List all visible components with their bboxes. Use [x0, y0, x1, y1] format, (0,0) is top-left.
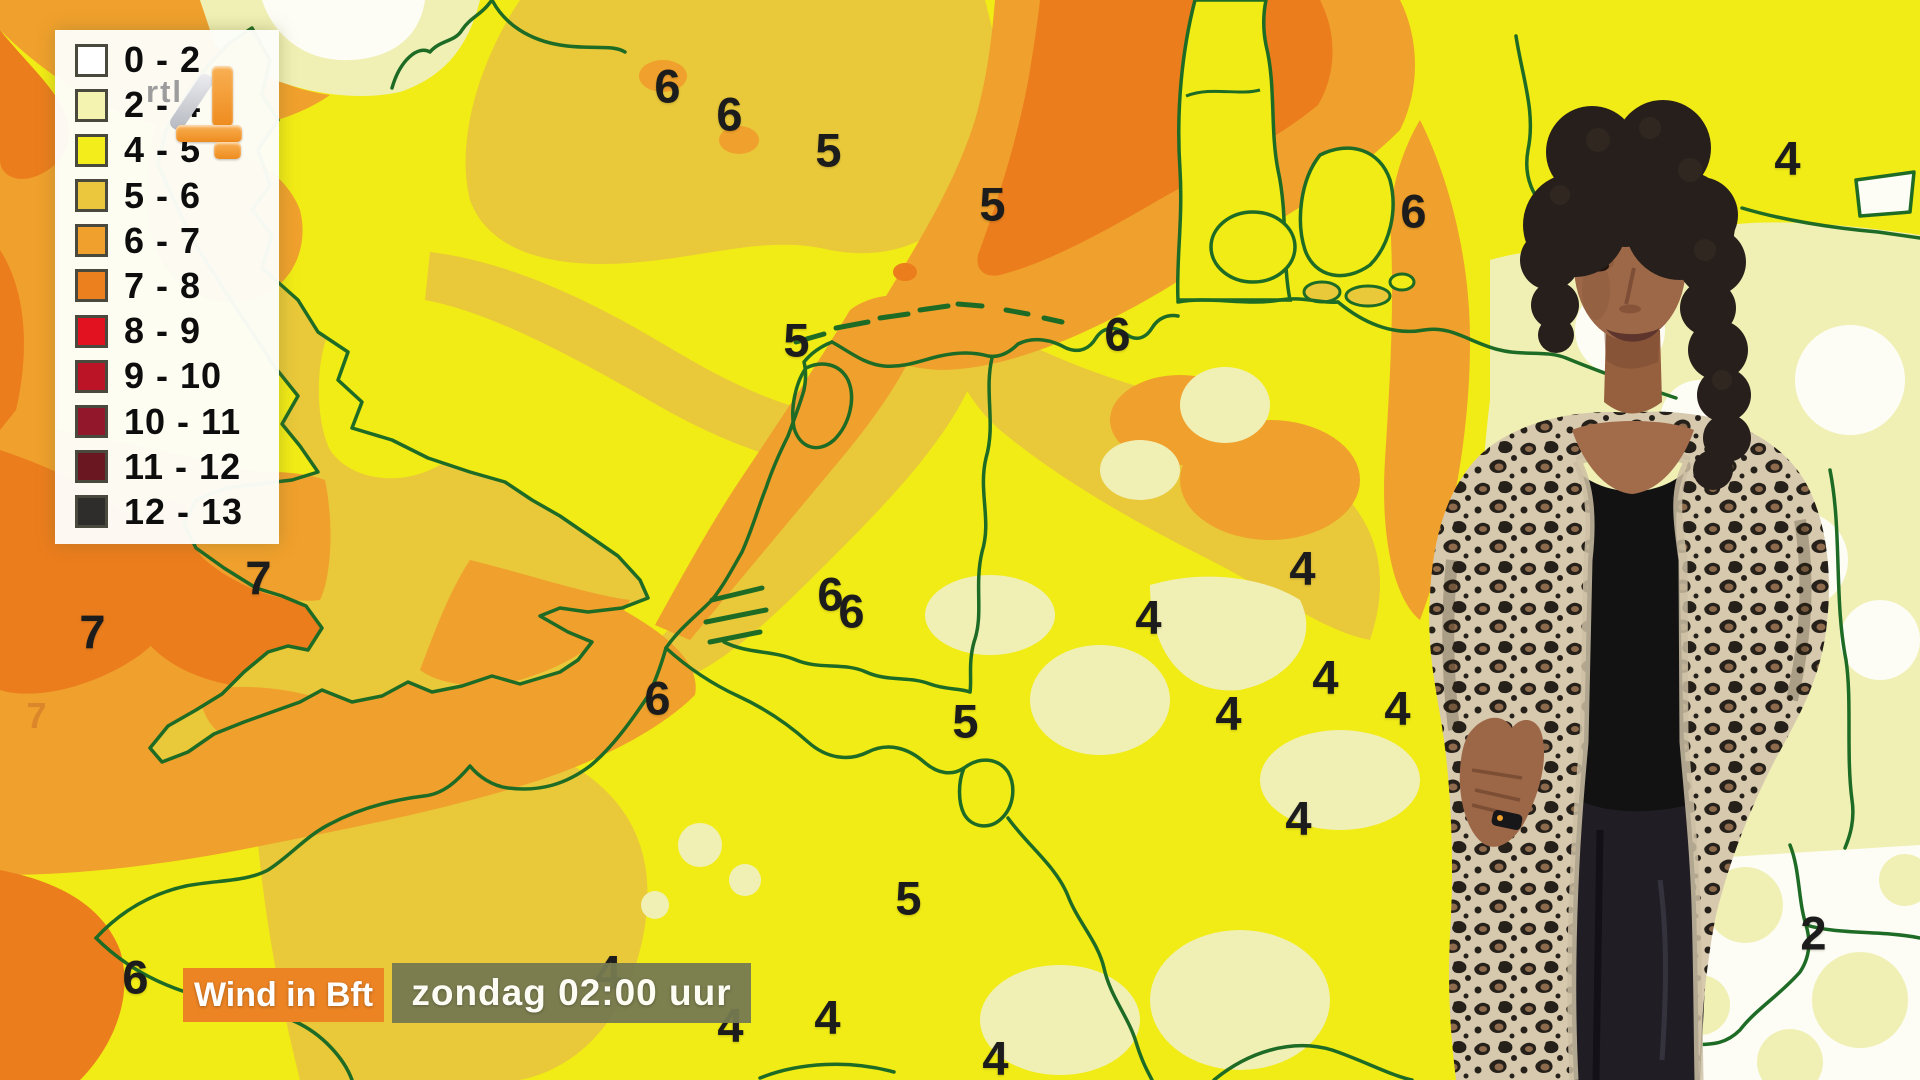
timestamp-label: zondag 02:00 uur — [411, 972, 732, 1013]
legend-color-swatch — [75, 88, 108, 122]
legend-range-label: 12 - 13 — [124, 490, 244, 532]
legend-row: 6 - 7 — [75, 219, 279, 261]
legend-range-label: 8 - 9 — [124, 310, 202, 352]
legend-color-swatch — [75, 495, 108, 529]
legend-color-swatch — [75, 359, 108, 393]
legend-color-swatch — [75, 43, 108, 77]
legend-range-label: 7 - 8 — [124, 264, 202, 306]
wind-units-badge: Wind in Bft — [183, 968, 384, 1022]
timestamp-badge: zondag 02:00 uur — [392, 963, 751, 1023]
legend-color-swatch — [75, 450, 108, 484]
legend-color-swatch — [75, 405, 108, 438]
legend-color-swatch — [75, 314, 108, 348]
legend-range-label: 0 - 2 — [124, 39, 202, 80]
legend-range-label: 9 - 10 — [124, 355, 223, 397]
legend-range-label: 10 - 11 — [124, 400, 242, 442]
legend-range-label: 11 - 12 — [124, 445, 242, 487]
legend-row: 11 - 12 — [75, 445, 279, 487]
legend-color-swatch — [75, 224, 108, 258]
rtl-logo-text: rtl — [146, 74, 183, 109]
legend-row: 7 - 8 — [75, 264, 279, 306]
legend-row: 5 - 6 — [75, 174, 279, 216]
wind-units-label: Wind in Bft — [193, 975, 374, 1014]
rtl4-logo-bar — [214, 142, 241, 159]
legend-row: 12 - 13 — [75, 490, 279, 532]
legend-color-swatch — [75, 179, 108, 213]
presenter — [1429, 100, 1829, 1080]
legend-range-label: 6 - 7 — [124, 219, 202, 261]
legend-color-swatch — [75, 269, 108, 303]
rtl4-logo-bar — [176, 125, 242, 142]
legend-row: 9 - 10 — [75, 355, 279, 397]
legend-row: 8 - 9 — [75, 310, 279, 352]
legend-color-swatch — [75, 133, 108, 167]
rtl4-logo-bar — [212, 66, 233, 126]
legend-row: 0 - 2 — [75, 39, 279, 80]
legend-row: 10 - 11 — [75, 400, 279, 442]
legend-range-label: 5 - 6 — [124, 174, 202, 216]
denmark-landmass — [1175, 0, 1416, 308]
rtl4-logo: rtl — [146, 60, 258, 172]
